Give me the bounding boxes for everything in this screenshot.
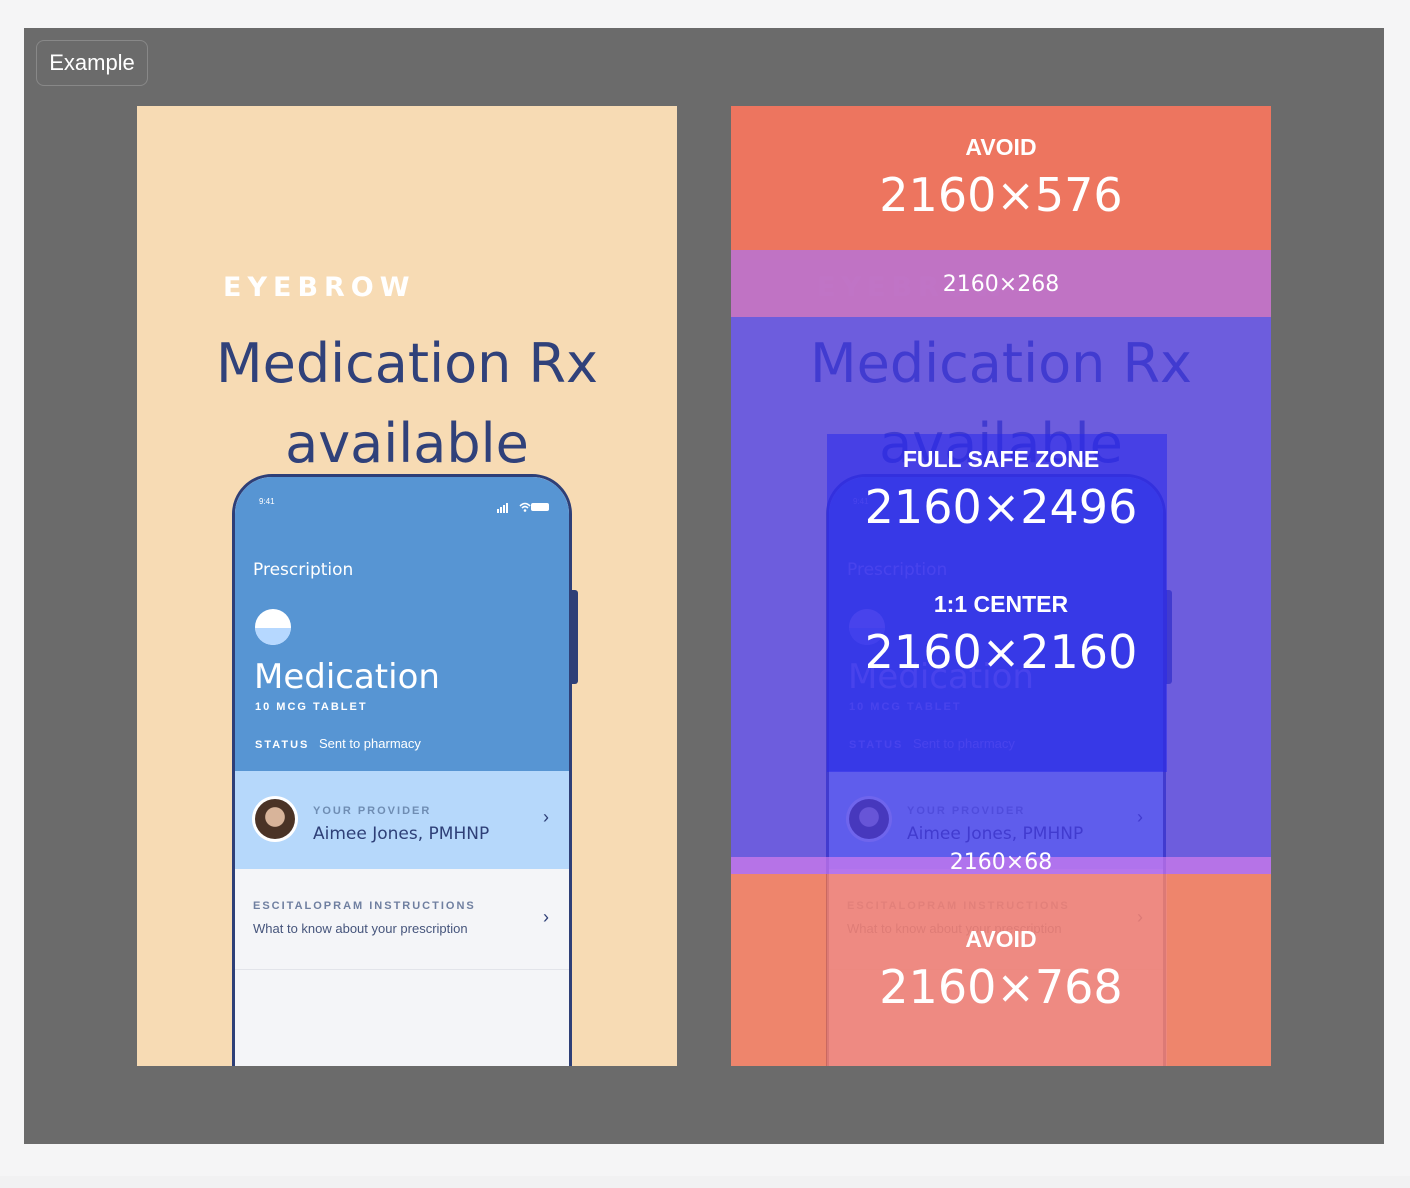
avoid-zone-bottom-phone-tint [827, 874, 1167, 1066]
avoid-zone-top [731, 106, 1271, 250]
medication-name: Medication [254, 657, 440, 697]
margin-band-bottom [731, 857, 1271, 874]
center-zone-title: 1:1 CENTER [933, 591, 1069, 617]
headline-line-1: Medication Rx [216, 332, 598, 395]
prescription-title: Prescription [253, 560, 354, 580]
avatar [252, 796, 298, 842]
avoid-top-dimension: 2160×576 [879, 168, 1123, 222]
provider-kicker: YOUR PROVIDER [313, 805, 432, 817]
margin-band-top [731, 250, 1271, 317]
page-footer-strip [0, 1176, 1410, 1188]
phone-mockup: 9:41 Prescription Medication 10 MCG TABL… [232, 474, 572, 1066]
example-button[interactable]: Example [36, 40, 148, 86]
avoid-bottom-title: AVOID [965, 926, 1037, 952]
battery-icon [531, 503, 549, 511]
status-label: STATUS [255, 739, 310, 751]
eyebrow-text: EYEBROW [223, 272, 416, 303]
band-bottom-dimension: 2160×68 [949, 850, 1053, 875]
safe-zone-title: FULL SAFE ZONE [902, 446, 1100, 472]
safe-zone-dimension: 2160×2496 [864, 480, 1138, 534]
provider-name: Aimee Jones, PMHNP [313, 824, 490, 844]
center-zone-dimension: 2160×2160 [864, 625, 1138, 679]
status-bar-icons [497, 501, 549, 513]
prescription-header: 9:41 Prescription Medication 10 MCG TABL… [235, 477, 569, 771]
instructions-kicker: ESCITALOPRAM INSTRUCTIONS [253, 900, 476, 912]
chevron-right-icon: › [543, 807, 549, 827]
medication-dose: 10 MCG TABLET [255, 701, 368, 713]
status-bar-time: 9:41 [259, 497, 275, 506]
avoid-bottom-dimension: 2160×768 [879, 960, 1123, 1014]
phone-side-button [572, 590, 578, 684]
headline-line-2: available [285, 412, 529, 475]
headline: Medication Rx available [137, 324, 677, 484]
provider-row[interactable]: YOUR PROVIDER Aimee Jones, PMHNP › [235, 771, 569, 869]
center-square-zone [827, 434, 1167, 772]
story-preview-plain: EYEBROW Medication Rx available 9:41 Pre… [137, 106, 677, 1066]
instructions-row[interactable]: ESCITALOPRAM INSTRUCTIONS What to know a… [235, 869, 569, 970]
band-top-dimension: 2160×268 [942, 272, 1060, 297]
wifi-icon [519, 502, 531, 512]
chevron-right-icon: › [543, 907, 549, 927]
avoid-top-title: AVOID [965, 134, 1037, 160]
status-value: Sent to pharmacy [319, 736, 421, 751]
story-preview-safe-zones: EYEBROW Medication Rx available 9:41 Pre… [731, 106, 1271, 1066]
pill-icon [255, 609, 291, 645]
instructions-subtitle: What to know about your prescription [253, 921, 468, 936]
